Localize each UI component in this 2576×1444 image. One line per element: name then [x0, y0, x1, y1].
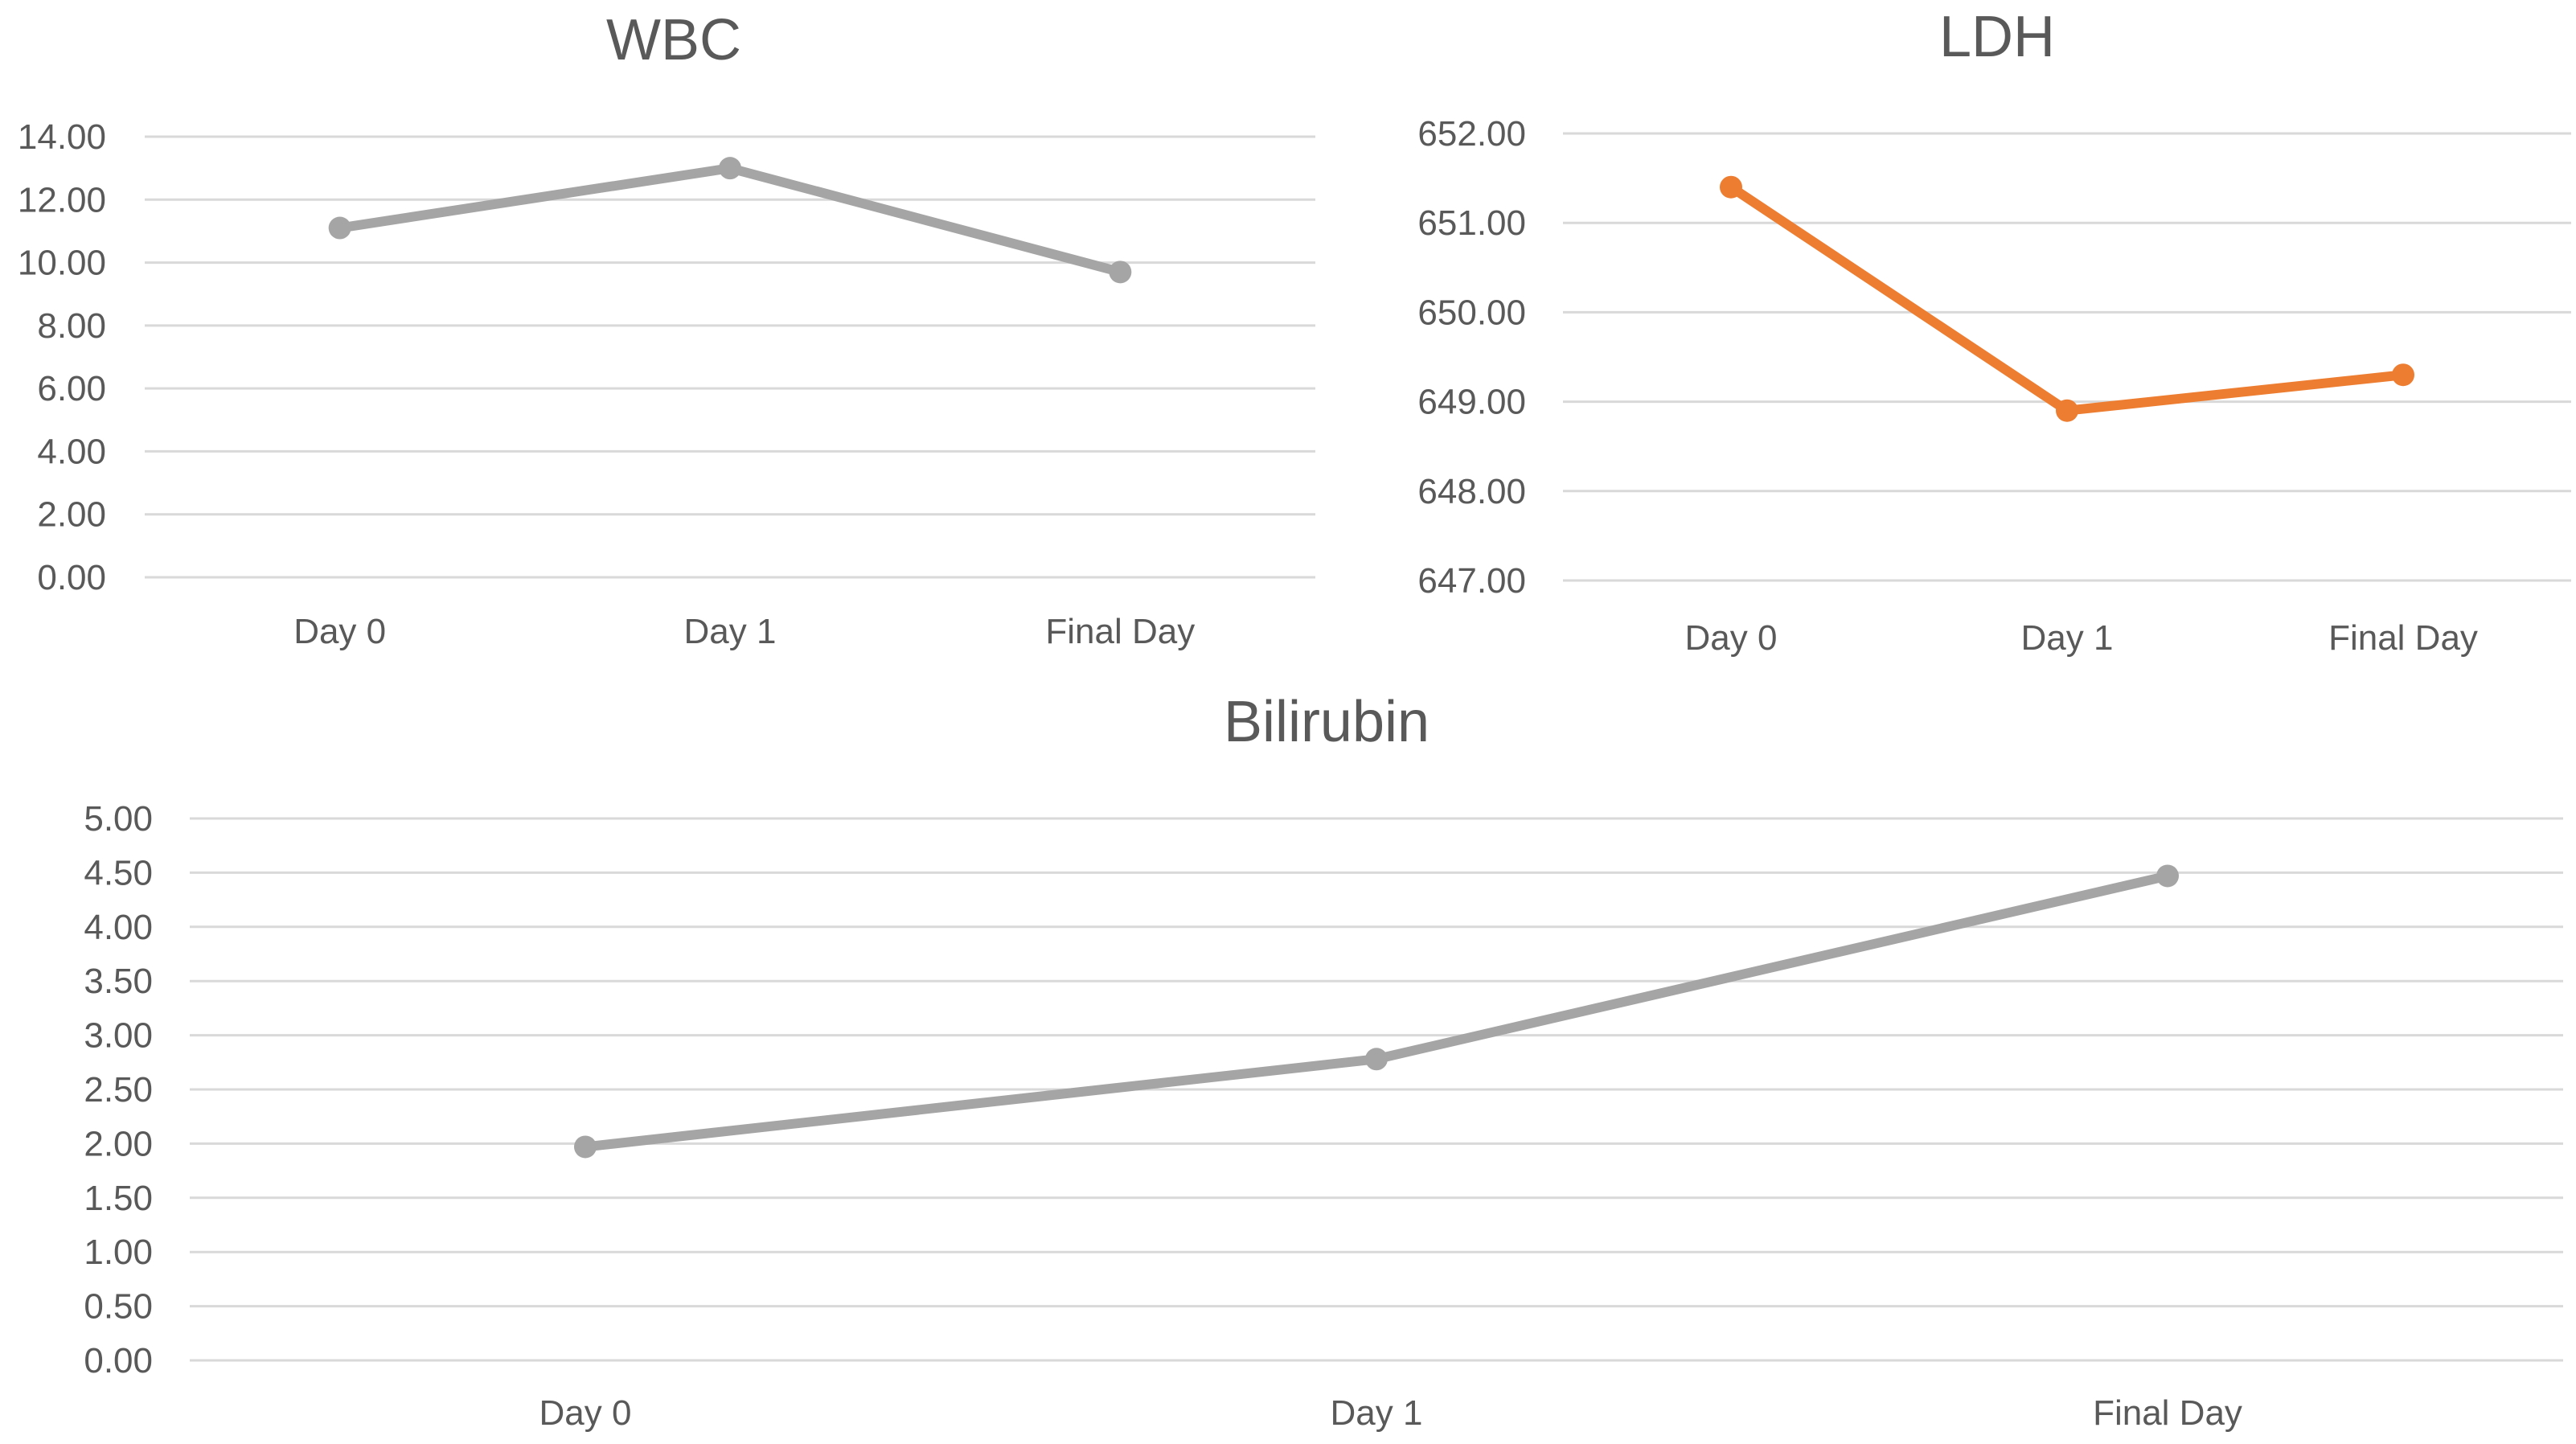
y-tick-label: 4.00 — [37, 432, 106, 471]
x-tick-label: Final Day — [1045, 612, 1195, 651]
y-tick-label: 0.00 — [84, 1341, 153, 1380]
data-point — [1365, 1048, 1388, 1071]
y-tick-label: 4.50 — [84, 853, 153, 892]
chart-title: LDH — [1939, 5, 2055, 69]
y-tick-label: 1.00 — [84, 1233, 153, 1272]
data-point — [328, 216, 351, 240]
x-tick-label: Day 1 — [2021, 618, 2114, 658]
wbc-chart: WBC 0.00 2.00 4.00 6.00 8.00 10.00 12.00 14.00 D… — [18, 8, 1315, 651]
y-tick-label: 2.00 — [37, 495, 106, 535]
data-point — [719, 157, 741, 180]
series-line — [580, 871, 2172, 1152]
y-tick-label: 648.00 — [1417, 472, 1526, 511]
y-tick-label: 651.00 — [1417, 203, 1526, 243]
y-tick-label: 652.00 — [1417, 114, 1526, 154]
data-point — [2156, 864, 2179, 888]
y-tick-label: 650.00 — [1417, 293, 1526, 332]
y-tick-label: 14.00 — [18, 117, 106, 157]
y-tick-label: 2.00 — [84, 1124, 153, 1163]
series-line — [1726, 182, 2408, 416]
series-line — [334, 163, 1126, 277]
y-tick-label: 6.00 — [37, 369, 106, 408]
x-tick-label: Final Day — [2328, 618, 2478, 658]
bilirubin-chart: Bilirubin 0.00 0.50 1.00 1.50 2.00 2.50 3.00 3.… — [84, 690, 2563, 1433]
data-point — [574, 1135, 597, 1159]
chart-title: Bilirubin — [1224, 690, 1430, 754]
x-tick-label: Day 0 — [1685, 618, 1778, 658]
y-tick-label: 4.00 — [84, 908, 153, 947]
y-tick-label: 2.50 — [84, 1070, 153, 1110]
y-tick-label: 1.50 — [84, 1179, 153, 1218]
y-tick-label: 3.00 — [84, 1016, 153, 1056]
y-tick-label: 8.00 — [37, 306, 106, 346]
chart-title: WBC — [606, 8, 741, 72]
x-tick-label: Day 0 — [293, 612, 386, 651]
data-point — [2392, 363, 2414, 387]
y-tick-label: 5.00 — [84, 799, 153, 839]
x-tick-label: Day 1 — [1331, 1393, 1423, 1433]
y-tick-label: 647.00 — [1417, 561, 1526, 601]
y-tick-label: 10.00 — [18, 244, 106, 283]
y-tick-label: 0.50 — [84, 1287, 153, 1327]
y-tick-label: 12.00 — [18, 180, 106, 219]
x-tick-label: Final Day — [2093, 1393, 2242, 1433]
y-tick-label: 649.00 — [1417, 383, 1526, 422]
x-tick-label: Day 1 — [684, 612, 777, 651]
y-tick-label: 0.00 — [37, 558, 106, 597]
x-tick-label: Day 0 — [539, 1393, 632, 1433]
data-point — [1109, 260, 1132, 284]
data-point — [1720, 175, 1742, 199]
y-tick-label: 3.50 — [84, 962, 153, 1001]
ldh-chart: LDH 647.00 648.00 649.00 650.00 651.00 652.00… — [1417, 5, 2571, 658]
data-point — [2056, 399, 2078, 422]
